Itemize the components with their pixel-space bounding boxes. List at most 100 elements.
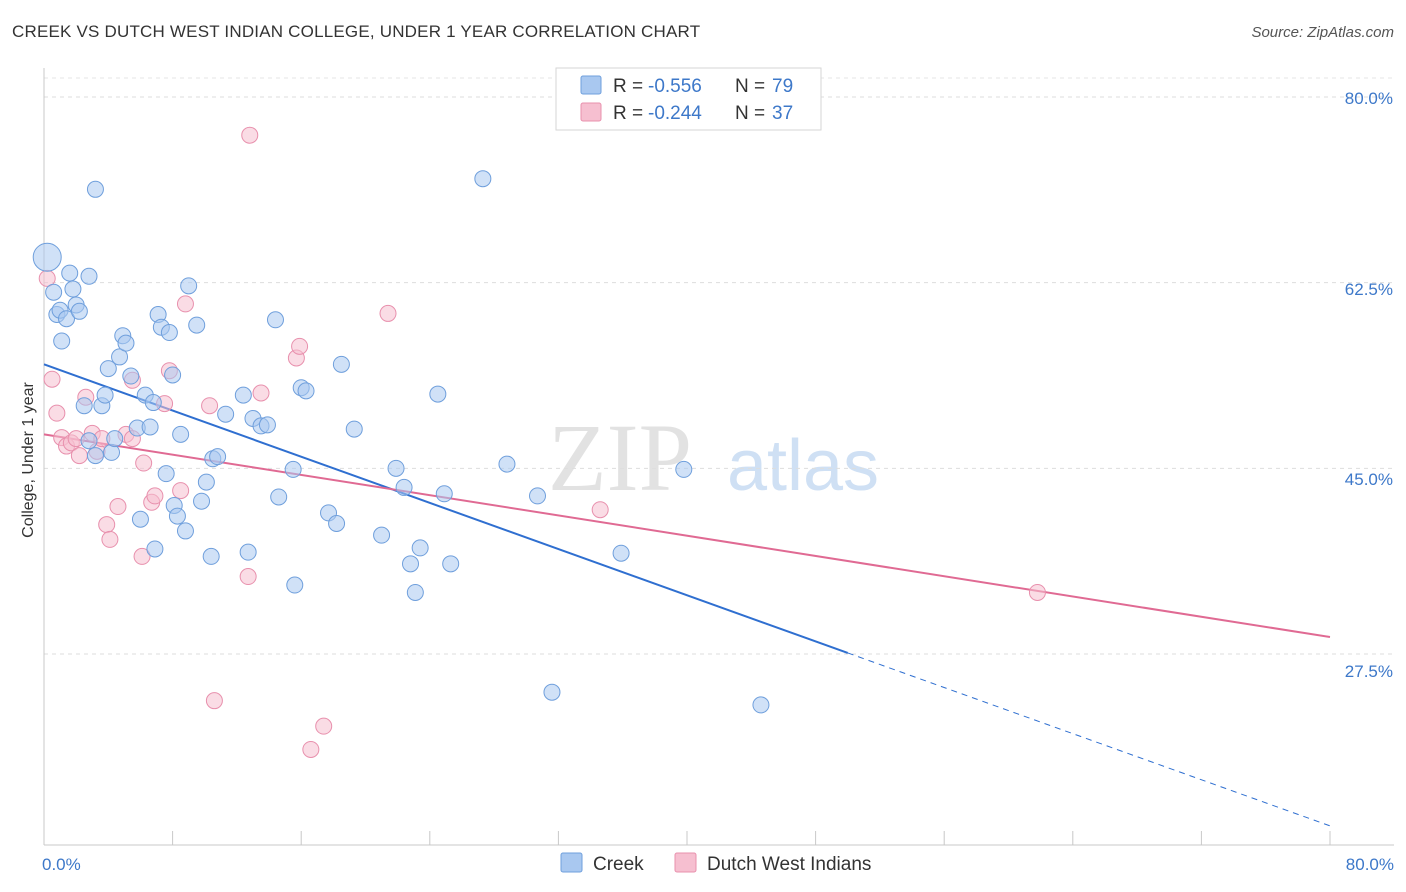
creek-point xyxy=(131,510,149,528)
creek-point xyxy=(80,267,98,285)
legend-swatch-creek xyxy=(580,75,602,95)
dutch-point xyxy=(109,498,127,516)
dutch-point xyxy=(48,404,66,422)
creek-point xyxy=(193,492,211,510)
legend-swatch-dutch xyxy=(580,102,602,122)
creek-point xyxy=(297,382,315,400)
x-max-label: 80.0% xyxy=(1346,855,1394,874)
legend-r-label: R = xyxy=(613,103,643,124)
dutch-point xyxy=(205,692,223,710)
dutch-point xyxy=(43,370,61,388)
legend-r-label: R = xyxy=(613,76,643,97)
creek-point xyxy=(612,544,630,562)
bottom-legend: Creek Dutch West Indians xyxy=(560,852,871,875)
creek-point xyxy=(53,332,71,350)
dutch-point xyxy=(291,337,309,355)
creek-point xyxy=(474,170,492,188)
trend-lines xyxy=(43,363,1331,827)
bottom-legend-dutch: Dutch West Indians xyxy=(707,854,871,875)
legend-n-value: 37 xyxy=(772,103,793,124)
legend-n-value: 79 xyxy=(772,76,793,97)
y-axis-title: College, Under 1 year xyxy=(20,382,37,538)
creek-point xyxy=(543,683,561,701)
creek-point xyxy=(168,507,186,525)
bottom-legend-swatch-dutch xyxy=(674,852,697,873)
creek-point xyxy=(122,367,140,385)
creek-point xyxy=(332,355,350,373)
dutch-point xyxy=(172,482,190,500)
dutch-point xyxy=(176,295,194,313)
dutch-point xyxy=(146,487,164,505)
creek-point xyxy=(32,242,62,272)
creek-point xyxy=(61,264,79,282)
creek-point xyxy=(202,547,220,565)
creek-point xyxy=(111,348,129,366)
creek-point xyxy=(141,418,159,436)
creek-point xyxy=(239,543,257,561)
creek-point xyxy=(86,447,104,465)
creek-trend-line xyxy=(43,363,849,654)
creek-point xyxy=(286,576,304,594)
creek-point xyxy=(270,488,288,506)
creek-point xyxy=(217,405,235,423)
creek-point xyxy=(406,583,424,601)
creek-point xyxy=(172,425,190,443)
creek-point xyxy=(266,311,284,329)
dutch-point xyxy=(70,447,88,465)
creek-point xyxy=(284,460,302,478)
x-axis-ticks xyxy=(43,831,1331,845)
creek-point xyxy=(529,487,547,505)
bottom-legend-creek: Creek xyxy=(593,854,644,875)
creek-point xyxy=(209,448,227,466)
dutch-point xyxy=(591,501,609,519)
creek-point xyxy=(442,555,460,573)
creek-point xyxy=(99,360,117,378)
creek-point xyxy=(86,180,104,198)
x-min-label: 0.0% xyxy=(42,855,81,874)
dutch-point xyxy=(201,397,219,415)
dutch-point xyxy=(379,304,397,322)
creek-point xyxy=(144,394,162,412)
creek-point xyxy=(498,455,516,473)
legend-box: R = -0.556 N = 79 R = -0.244 N = 37 xyxy=(555,67,822,131)
grid-lines xyxy=(44,77,1394,655)
creek-point xyxy=(328,515,346,533)
creek-trend-extension xyxy=(847,652,1331,827)
creek-point xyxy=(373,526,391,544)
creek-point xyxy=(387,459,405,477)
dutch-point xyxy=(1028,583,1046,601)
y-tick-label: 62.5% xyxy=(1345,280,1393,299)
creek-point xyxy=(58,310,76,328)
chart-title: CREEK VS DUTCH WEST INDIAN COLLEGE, UNDE… xyxy=(12,22,701,41)
creek-point xyxy=(258,416,276,434)
dutch-point xyxy=(315,717,333,735)
dutch-trend-line xyxy=(43,433,1331,639)
dutch-point xyxy=(101,530,119,548)
creek-point xyxy=(80,432,98,450)
dutch-point xyxy=(135,454,153,472)
creek-point xyxy=(197,473,215,491)
creek-point xyxy=(75,397,93,415)
creek-point xyxy=(395,478,413,496)
creek-point xyxy=(176,522,194,540)
dutch-point xyxy=(302,740,320,758)
dutch-point xyxy=(133,547,151,565)
creek-point xyxy=(70,302,88,320)
creek-point xyxy=(345,420,363,438)
dutch-point xyxy=(98,516,116,534)
creek-point xyxy=(180,277,198,295)
dutch-point xyxy=(239,568,257,586)
creek-point xyxy=(188,316,206,334)
creek-point xyxy=(64,280,82,298)
legend-r-value: -0.556 xyxy=(648,76,702,97)
creek-point xyxy=(146,540,164,558)
creek-point xyxy=(402,555,420,573)
creek-point xyxy=(106,430,124,448)
source-credit: Source: ZipAtlas.com xyxy=(1251,24,1394,41)
creek-point xyxy=(96,386,114,404)
creek-point xyxy=(117,334,135,352)
creek-point xyxy=(752,696,770,714)
creek-point xyxy=(157,465,175,483)
y-tick-label: 80.0% xyxy=(1345,89,1393,108)
